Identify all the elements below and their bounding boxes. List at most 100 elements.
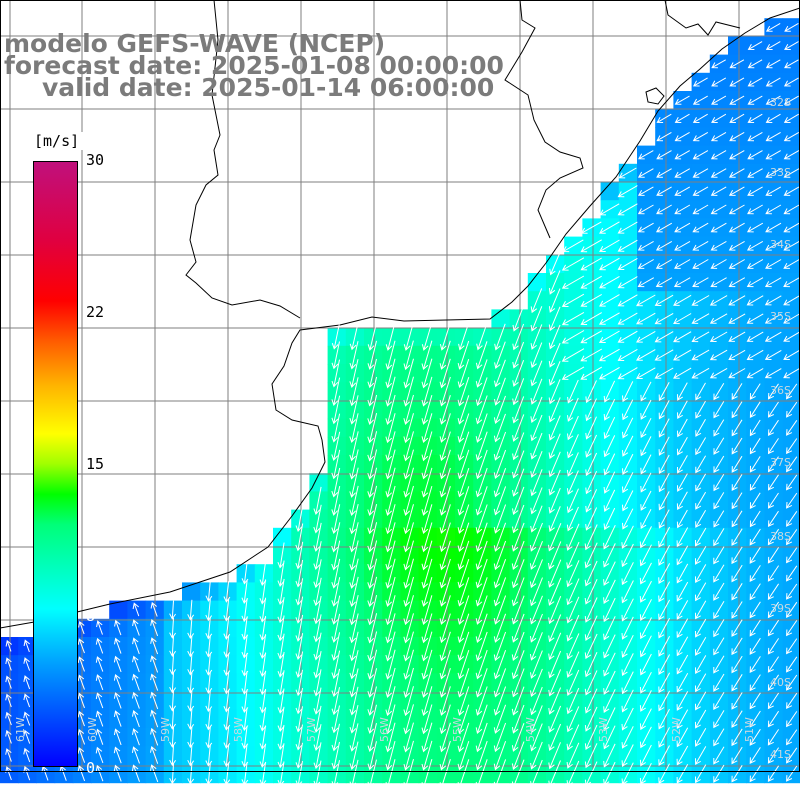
wind-arrow [767,601,780,619]
wind-arrow [403,704,414,735]
wind-arrow [786,420,798,436]
wind-arrow [561,366,585,380]
wind-arrow [749,437,761,455]
wind-arrow [349,540,359,571]
wind-arrow [475,540,488,571]
wind-arrow [439,504,451,534]
wind-arrow [728,277,746,288]
wind-arrow [561,311,585,326]
wind-arrow [23,729,31,744]
wind-arrow [421,686,433,717]
wind-arrow [331,485,341,516]
wind-arrow [621,671,634,695]
wind-arrow [385,667,396,698]
wind-arrow [710,240,727,251]
valid-date: valid date: 2025-01-14 06:00:00 [42,73,495,102]
wind-arrow [783,222,800,233]
wind-arrow [511,595,525,625]
wind-arrow [711,95,727,105]
wind-arrow [783,186,800,196]
longitude-label: 60W [86,717,99,742]
wind-arrow [767,510,779,528]
wind-arrow [403,522,414,553]
wind-arrow [692,150,709,160]
wind-arrow [786,474,798,491]
wind-arrow [421,667,433,698]
wind-arrow [695,527,707,547]
wind-arrow [709,331,728,342]
wind-arrow [349,485,359,517]
wind-arrow [746,259,764,269]
wind-arrow [713,528,725,547]
wind-arrow [511,631,525,662]
wind-arrow [584,560,598,587]
wind-arrow [749,456,761,473]
wind-arrow [656,131,672,142]
wind-arrow [530,288,543,314]
wind-arrow [457,722,470,753]
wind-arrow [566,760,580,787]
wind-arrow [530,396,543,423]
wind-arrow [636,330,656,343]
wind-arrow [731,564,743,583]
model-title: modelo GEFS-WAVE (NCEP) [4,29,386,58]
wind-arrow [403,467,414,498]
wind-arrow [295,578,304,606]
longitude-label: 61W [14,717,27,742]
wind-arrow [654,331,674,343]
wind-arrow [786,583,798,600]
wind-arrow [512,378,525,406]
wind-cell [728,36,747,56]
wind-arrow [783,77,799,87]
wind-arrow [729,150,745,160]
wind-arrow [113,655,122,673]
wind-arrow [617,185,638,198]
wind-arrow [512,323,525,351]
wind-arrow [676,672,689,693]
wind-arrow [96,620,103,635]
wind-arrow [786,674,798,691]
wind-arrow [457,740,470,771]
wind-arrow [585,434,598,458]
wind-arrow [529,541,543,570]
wind-arrow [493,395,506,425]
wind-arrow [457,759,470,789]
wind-arrow [187,690,195,712]
wind-arrow [603,561,616,586]
wind-arrow [439,740,451,771]
wind-arrow [205,708,213,731]
wind-arrow [731,692,743,710]
wind-arrow [767,638,780,655]
wind-arrow [603,616,616,641]
wind-arrow [603,380,616,403]
wind-arrow [259,634,267,659]
wind-arrow [421,613,433,644]
wind-arrow [403,722,414,753]
wind-arrow [295,523,304,552]
wind-arrow [205,763,213,785]
wind-arrow [654,312,674,325]
wind-arrow [493,650,507,680]
wind-arrow [713,691,725,711]
wind-arrow [349,449,359,480]
wind-arrow [530,487,543,515]
wind-arrow [617,294,638,307]
latitude-label: 36S [770,384,791,397]
wind-arrow [385,449,396,480]
wind-arrow [749,674,761,692]
wind-arrow [349,377,359,407]
wind-arrow [548,559,562,588]
wind-arrow [658,672,671,694]
wind-arrow [367,376,378,407]
wind-arrow [529,559,543,589]
wind-arrow [150,727,159,746]
wind-arrow [548,451,561,478]
wind-arrow [767,438,779,455]
wind-arrow [746,349,764,361]
wind-arrow [385,631,396,662]
wind-arrow [385,504,396,535]
wind-arrow [695,564,707,584]
wind-arrow [562,239,584,253]
wind-arrow [783,168,800,178]
wind-arrow [673,331,692,343]
